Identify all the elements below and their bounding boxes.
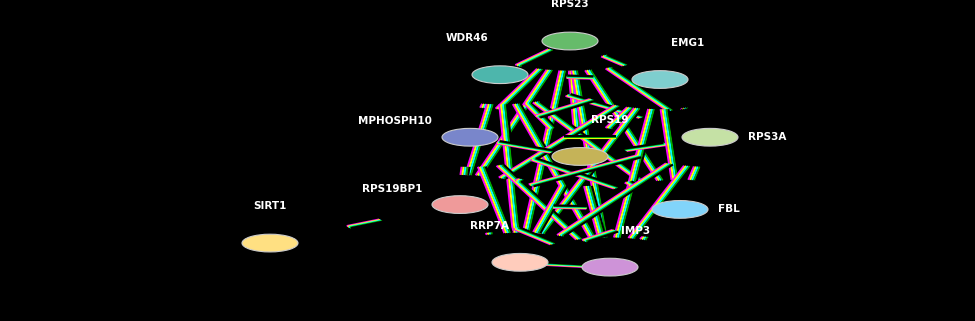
Text: RPS19BP1: RPS19BP1 — [362, 184, 422, 194]
Text: EMG1: EMG1 — [672, 38, 705, 48]
Circle shape — [582, 258, 638, 276]
Circle shape — [442, 128, 498, 146]
Text: RPS19: RPS19 — [591, 115, 629, 125]
Circle shape — [652, 201, 708, 218]
Text: WDR46: WDR46 — [446, 33, 488, 43]
Circle shape — [492, 254, 548, 271]
Text: RPS3A: RPS3A — [748, 132, 786, 142]
Circle shape — [542, 32, 598, 50]
Text: RPS23: RPS23 — [551, 0, 589, 9]
Text: RRP7A: RRP7A — [470, 221, 509, 231]
Circle shape — [632, 71, 688, 88]
Text: SIRT1: SIRT1 — [254, 202, 287, 212]
Circle shape — [472, 66, 528, 83]
Circle shape — [682, 128, 738, 146]
Circle shape — [552, 148, 608, 165]
Text: IMP3: IMP3 — [621, 226, 650, 236]
Circle shape — [242, 234, 298, 252]
Text: FBL: FBL — [718, 204, 739, 214]
Text: MPHOSPH10: MPHOSPH10 — [359, 117, 432, 126]
Circle shape — [432, 196, 488, 213]
